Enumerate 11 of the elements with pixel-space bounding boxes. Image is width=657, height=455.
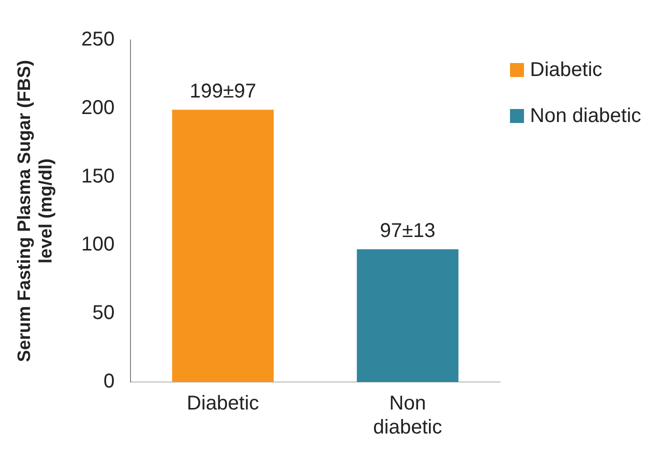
- y-tick-label: 50: [92, 302, 115, 324]
- data-label: 199±97: [190, 80, 256, 102]
- legend-label: Non diabetic: [530, 104, 642, 128]
- y-tick-label: 100: [81, 234, 115, 256]
- y-tick-label: 250: [81, 28, 115, 51]
- y-tick-label: 200: [81, 96, 115, 119]
- legend-label: Diabetic: [530, 58, 602, 82]
- y-tick-label: 150: [81, 165, 115, 188]
- y-axis-title: Serum Fasting Plasma Sugar (FBS) level (mg/dl): [14, 60, 56, 362]
- data-label: 97±13: [380, 220, 436, 242]
- y-tick-label: 0: [103, 370, 115, 393]
